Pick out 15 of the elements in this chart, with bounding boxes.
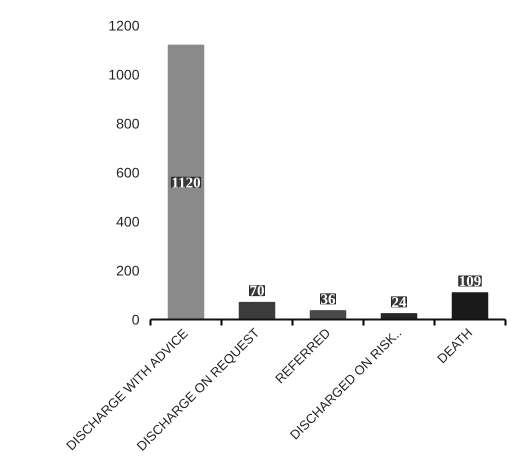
y-tick-label: 0: [132, 312, 140, 328]
bar: [310, 310, 346, 320]
data-label: 1120: [171, 175, 201, 192]
y-tick-label: 800: [116, 116, 140, 132]
y-tick-label: 1000: [108, 66, 140, 82]
bar: [168, 44, 204, 320]
y-tick-label: 400: [116, 214, 140, 230]
y-tick-label: 1200: [108, 18, 140, 34]
y-tick-label: 600: [116, 164, 140, 180]
data-label: 36: [320, 292, 336, 308]
data-label: 109: [458, 274, 482, 290]
bar: [238, 302, 276, 320]
data-label: 70: [250, 284, 264, 300]
data-label: 24: [392, 294, 407, 311]
y-tick-label: 200: [116, 262, 140, 278]
